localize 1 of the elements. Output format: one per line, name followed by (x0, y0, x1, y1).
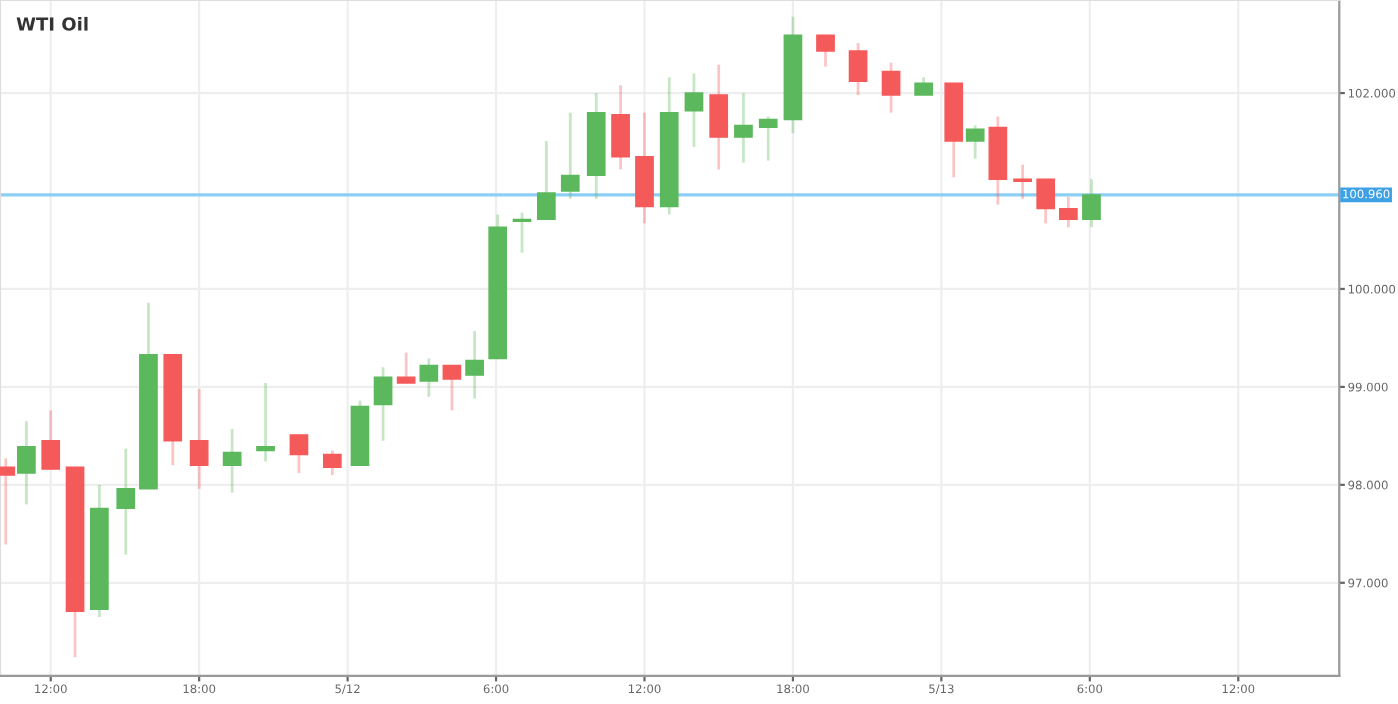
text: WTI Oil (16, 16, 88, 31)
